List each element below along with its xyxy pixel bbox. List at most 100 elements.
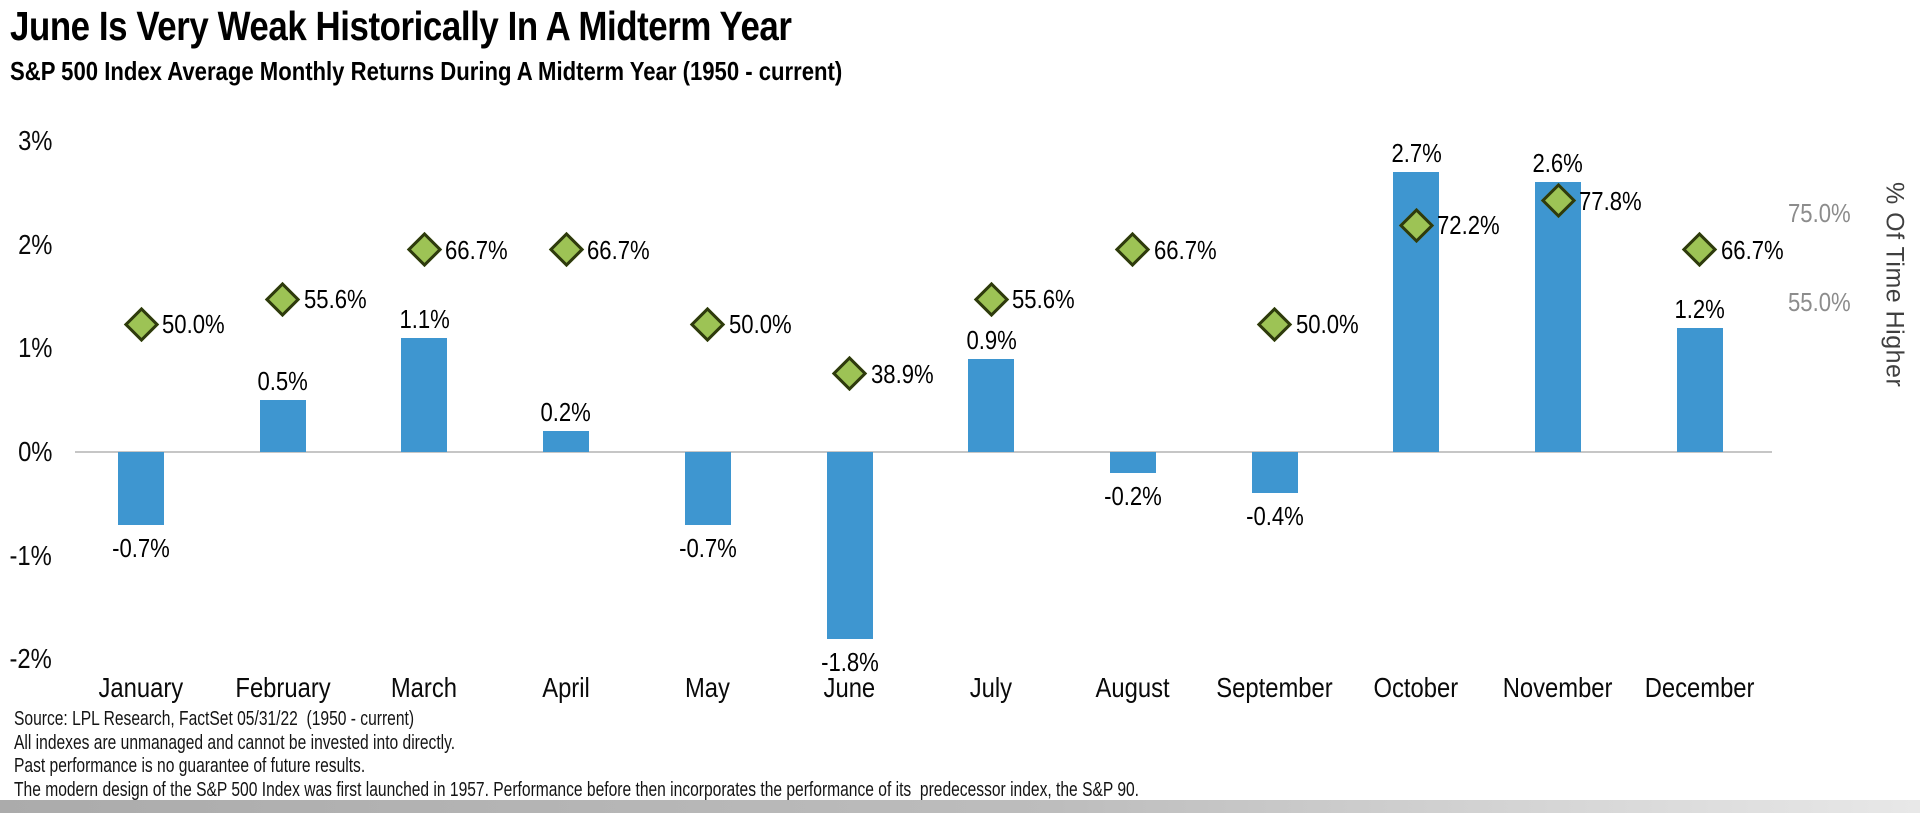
bar-value-label: -0.7% <box>623 533 793 563</box>
diamond-marker <box>1682 232 1718 268</box>
bar-chart-plot-area: 3% 2% 1% 0% -1% -2% -0.7% 50.0% January 0.5% 55.6%… <box>0 100 1920 710</box>
bottom-edge-strip <box>0 800 1920 813</box>
y-axis-tick-label: 1% <box>0 332 52 364</box>
month-label-june-text: June <box>823 672 876 703</box>
month-label-may: May <box>623 672 793 704</box>
bar-december <box>1676 327 1723 452</box>
diamond-value-label: 38.9% <box>871 358 945 390</box>
bar-value-label-text: 1.2% <box>1674 293 1725 324</box>
diamond-value-label: 55.6% <box>1012 283 1086 315</box>
bar-august <box>1109 452 1156 473</box>
month-label-september: September <box>1190 672 1360 704</box>
bar-july <box>968 358 1015 452</box>
diamond-value-label-text: 66.7% <box>587 234 650 265</box>
bar-value-label-text: 2.7% <box>1391 138 1442 168</box>
bar-value-label: 1.1% <box>339 304 509 334</box>
bar-value-label: -0.7% <box>56 533 226 563</box>
diamond-value-label-text: 50.0% <box>162 309 225 340</box>
diamond-value-label: 50.0% <box>729 308 803 340</box>
chart-title: June Is Very Weak Historically In A Midt… <box>10 2 929 50</box>
bar-value-label-text: 0.9% <box>965 324 1017 355</box>
diamond-value-label-text: 77.8% <box>1579 185 1642 216</box>
bar-value-label-text: -1.8% <box>820 646 879 677</box>
bar-value-label: 2.7% <box>1331 138 1501 168</box>
month-label-march-text: March <box>391 672 458 703</box>
diamond-value-label-text: 72.2% <box>1437 210 1500 241</box>
diamond-value-label-text: 38.9% <box>870 358 934 389</box>
x-axis-line <box>75 451 1772 453</box>
diamond-marker <box>973 281 1009 318</box>
bar-value-label-text: 0.5% <box>257 366 308 397</box>
bar-value-label: -0.2% <box>1048 481 1218 511</box>
bar-value-label: 0.9% <box>906 325 1076 355</box>
chart-subtitle-text: S&P 500 Index Average Monthly Returns Du… <box>10 56 843 86</box>
month-label-november: November <box>1473 672 1643 704</box>
footnote-disclaimer-1: All indexes are unmanaged and cannot be … <box>14 731 456 754</box>
month-label-april-text: April <box>542 672 590 703</box>
bar-value-label: 0.2% <box>481 397 651 427</box>
diamond-value-label: 50.0% <box>162 308 236 340</box>
diamond-value-label: 77.8% <box>1579 185 1653 217</box>
diamond-value-label-text: 55.6% <box>303 284 367 315</box>
month-label-july-text: July <box>970 672 1013 703</box>
bar-april <box>543 431 590 452</box>
y-axis-tick-label-text: 1% <box>17 332 52 364</box>
y-axis-tick-label: 0% <box>0 436 52 468</box>
y-axis-tick-label: -2% <box>0 643 52 675</box>
month-label-february-text: February <box>235 672 331 703</box>
diamond-marker <box>831 355 868 392</box>
footnote-disclaimer-3: The modern design of the S&P 500 Index w… <box>14 778 1140 801</box>
bar-value-label-text: -0.7% <box>112 532 170 563</box>
month-label-october-text: October <box>1373 672 1459 703</box>
bar-march <box>401 337 448 452</box>
footnote-source-line: Source: LPL Research, FactSet 05/31/22 (… <box>14 708 415 730</box>
y-axis-tick-label: -1% <box>0 540 52 572</box>
diamond-value-label-text: 50.0% <box>728 309 792 340</box>
month-label-november-text: November <box>1503 672 1613 703</box>
diamond-marker <box>123 306 159 342</box>
secondary-axis-title: % Of Time Higher <box>1874 130 1914 440</box>
chart-subtitle: S&P 500 Index Average Monthly Returns Du… <box>10 56 989 86</box>
bar-value-label: -0.4% <box>1190 501 1360 531</box>
y-axis-tick-label-text: -2% <box>9 643 52 675</box>
chart-title-text: June Is Very Weak Historically In A Midt… <box>10 3 792 49</box>
right-axis-tick-label: 75.0% <box>1788 197 1888 229</box>
diamond-value-label: 66.7% <box>1721 234 1795 266</box>
month-label-september-text: September <box>1216 672 1333 703</box>
bar-value-label: 0.5% <box>198 366 368 396</box>
month-label-december: December <box>1615 672 1785 704</box>
diamond-marker <box>690 306 726 342</box>
month-label-may-text: May <box>685 672 731 703</box>
month-label-january-text: January <box>98 672 184 703</box>
diamond-marker <box>265 281 301 318</box>
right-axis-tick-label-text: 75.0% <box>1788 198 1851 228</box>
y-axis-tick-label: 2% <box>0 229 52 261</box>
y-axis-tick-label-text: -1% <box>9 539 52 571</box>
month-label-march: March <box>339 672 509 704</box>
bar-value-label: -1.8% <box>765 647 935 677</box>
right-axis-tick-label-text: 55.0% <box>1788 287 1851 317</box>
footnote-disclaimer-2: Past performance is no guarantee of futu… <box>14 755 366 778</box>
bar-value-label-text: 0.2% <box>540 397 592 428</box>
month-label-august-text: August <box>1095 672 1170 703</box>
right-axis-tick-label: 55.0% <box>1788 286 1888 318</box>
bar-value-label-text: -0.4% <box>1245 501 1304 532</box>
diamond-value-label-text: 66.7% <box>1720 234 1784 265</box>
bar-february <box>259 400 306 452</box>
diamond-value-label-text: 50.0% <box>1295 309 1359 340</box>
month-label-february: February <box>198 672 368 704</box>
bar-june <box>826 452 873 639</box>
month-label-january: January <box>56 672 226 704</box>
diamond-value-label: 66.7% <box>587 234 661 266</box>
bar-may <box>684 452 731 525</box>
footnotes: Source: LPL Research, FactSet 05/31/22 (… <box>14 708 1456 802</box>
diamond-marker <box>1256 306 1293 342</box>
diamond-value-label: 72.2% <box>1437 209 1511 241</box>
y-axis-tick-label-text: 3% <box>17 124 52 156</box>
diamond-marker <box>548 232 584 268</box>
diamond-value-label-text: 66.7% <box>1153 234 1217 265</box>
diamond-marker <box>1115 232 1151 268</box>
bar-value-label: 2.6% <box>1473 148 1643 178</box>
month-label-june: June <box>765 672 935 704</box>
